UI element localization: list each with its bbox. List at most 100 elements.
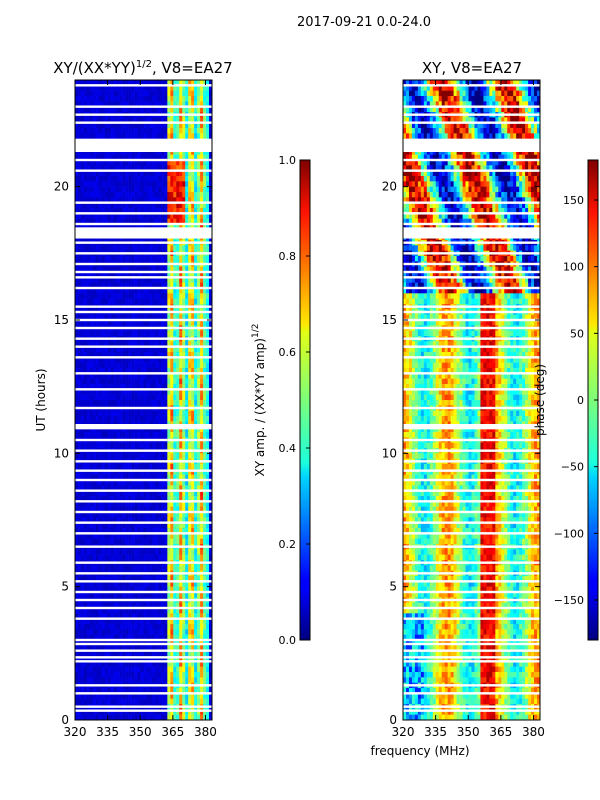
heatmap-cell (176, 634, 180, 641)
heatmap-cell (161, 613, 165, 619)
heatmap-cell (188, 149, 192, 155)
heatmap-cell (194, 602, 198, 609)
heatmap-cell (143, 170, 147, 177)
heatmap-cell (176, 133, 180, 139)
heatmap-cell (176, 197, 180, 203)
heatmap-cell (107, 373, 112, 379)
heatmap-cell (188, 165, 192, 171)
heatmap-cell (101, 442, 106, 449)
heatmap-cell (185, 197, 189, 203)
heatmap-cell (176, 277, 180, 283)
heatmap-cell (152, 224, 156, 230)
heatmap-cell (80, 378, 85, 385)
heatmap-cell (182, 464, 186, 470)
heatmap-cell (200, 629, 204, 635)
heatmap-cell (170, 432, 174, 438)
heatmap-cell (197, 629, 201, 635)
heatmap-cell (107, 442, 112, 449)
heatmap-cell (203, 373, 207, 379)
heatmap-cell (95, 186, 100, 193)
heatmap-cell (104, 293, 109, 299)
heatmap-cell (104, 154, 109, 161)
heatmap-cell (131, 170, 135, 177)
heatmap-cell (161, 170, 165, 177)
heatmap-cell (170, 592, 174, 598)
heatmap-cell (170, 634, 174, 641)
heatmap-cell (137, 106, 141, 113)
heatmap-cell (107, 480, 112, 486)
heatmap-cell (89, 346, 94, 353)
heatmap-cell (209, 352, 212, 358)
heatmap-cell (77, 368, 82, 374)
heatmap-cell (176, 485, 180, 491)
heatmap-cell (140, 170, 144, 177)
heatmap-cell (92, 474, 97, 481)
heatmap-cell (110, 400, 115, 406)
heatmap-cell (188, 224, 192, 230)
heatmap-cell (110, 618, 115, 625)
heatmap-cell (134, 565, 138, 571)
heatmap-cell (176, 645, 180, 651)
heatmap-cell (182, 346, 186, 353)
heatmap-cell (116, 341, 120, 347)
heatmap-cell (137, 373, 141, 379)
heatmap-cell (209, 357, 212, 363)
heatmap-cell (176, 245, 180, 251)
heatmap-cell (179, 106, 183, 113)
heatmap-cell (149, 117, 153, 123)
heatmap-cell (89, 186, 94, 193)
heatmap-cell (185, 490, 189, 497)
heatmap-cell (80, 96, 85, 102)
heatmap-cell (92, 389, 97, 395)
heatmap-cell (173, 202, 177, 209)
heatmap-cell (200, 416, 204, 422)
heatmap-cell (101, 277, 106, 283)
heatmap-cell (131, 346, 135, 353)
heatmap-cell (95, 117, 100, 123)
heatmap-cell (194, 245, 198, 251)
heatmap-cell (80, 128, 85, 134)
heatmap-cell (116, 373, 120, 379)
heatmap-cell (182, 410, 186, 417)
heatmap-cell (77, 101, 82, 107)
heatmap-cell (140, 181, 144, 187)
heatmap-cell (206, 426, 210, 433)
heatmap-cell (188, 517, 192, 523)
heatmap-cell (197, 618, 201, 625)
heatmap-cell (128, 378, 132, 385)
heatmap-cell (98, 528, 103, 534)
heatmap-cell (134, 128, 138, 134)
heatmap-cell (170, 512, 174, 518)
heatmap-cell (77, 474, 82, 481)
heatmap-cell (203, 357, 207, 363)
heatmap-cell (143, 469, 147, 475)
heatmap-cell (86, 416, 91, 422)
heatmap-cell (101, 80, 106, 86)
heatmap-cell (170, 165, 174, 171)
heatmap-cell (101, 154, 106, 161)
heatmap-cell (77, 490, 82, 497)
heatmap-cell (134, 85, 138, 91)
heatmap-cell (206, 341, 210, 347)
heatmap-cell (200, 592, 204, 598)
heatmap-cell (149, 496, 153, 502)
heatmap-cell (164, 213, 168, 219)
heatmap-cell (155, 160, 159, 166)
heatmap-cell (86, 362, 91, 369)
heatmap-cell (107, 613, 112, 619)
heatmap-cell (113, 213, 117, 219)
heatmap-cell (83, 176, 88, 182)
heatmap-cell (86, 357, 91, 363)
heatmap-cell (164, 90, 168, 97)
heatmap-cell (107, 522, 112, 529)
heatmap-cell (140, 245, 144, 251)
heatmap-cell (104, 357, 109, 363)
heatmap-cell (134, 400, 138, 406)
heatmap-cell (179, 512, 183, 518)
heatmap-cell (125, 565, 129, 571)
heatmap-cell (149, 352, 153, 358)
heatmap-cell (131, 176, 135, 182)
heatmap-cell (185, 394, 189, 401)
heatmap-cell (128, 549, 132, 555)
heatmap-cell (164, 565, 168, 571)
